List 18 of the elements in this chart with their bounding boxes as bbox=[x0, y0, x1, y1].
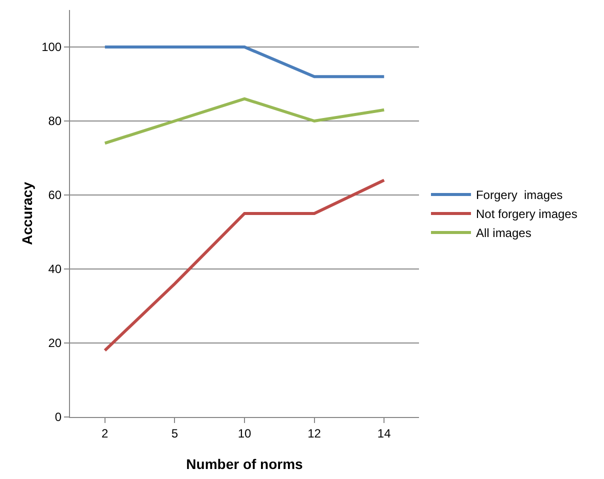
x-tick-label: 5 bbox=[171, 426, 178, 440]
legend-label: Forgery images bbox=[476, 188, 563, 202]
y-tick-label: 80 bbox=[48, 114, 62, 128]
legend-label: All images bbox=[476, 226, 532, 240]
legend-label: Not forgery images bbox=[476, 207, 578, 222]
y-tick-label: 100 bbox=[42, 40, 62, 54]
x-tick-label: 14 bbox=[377, 426, 392, 440]
y-tick-label: 0 bbox=[54, 410, 62, 424]
y-tick-label: 40 bbox=[48, 262, 62, 276]
line-series bbox=[103, 97, 386, 145]
x-tick-label: 10 bbox=[238, 426, 252, 440]
x-axis-title: Number of norms bbox=[186, 456, 304, 472]
y-tick-label: 20 bbox=[48, 336, 62, 350]
y-tick-label: 60 bbox=[48, 188, 62, 202]
x-tick-label: 2 bbox=[102, 426, 109, 440]
x-tick-label: 12 bbox=[308, 426, 322, 440]
y-axis-title: Accuracy bbox=[19, 182, 35, 246]
line-series bbox=[103, 178, 386, 352]
